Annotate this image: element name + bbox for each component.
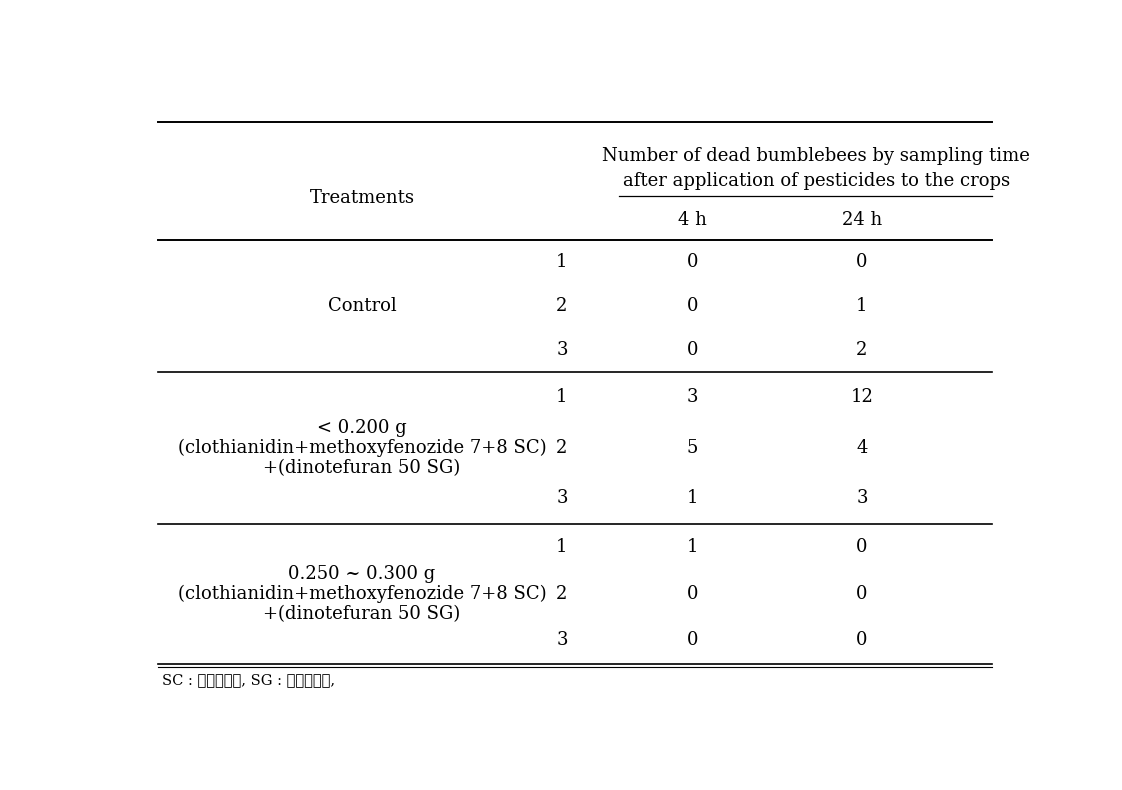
Text: 2: 2 xyxy=(856,340,867,359)
Text: 12: 12 xyxy=(850,388,873,406)
Text: 24 h: 24 h xyxy=(842,210,882,228)
Text: 4 h: 4 h xyxy=(678,210,707,228)
Text: 0: 0 xyxy=(856,253,867,271)
Text: 2: 2 xyxy=(557,438,568,457)
Text: 0: 0 xyxy=(687,585,698,603)
Text: 1: 1 xyxy=(687,538,698,556)
Text: Treatments: Treatments xyxy=(310,190,414,207)
Text: 0: 0 xyxy=(687,253,698,271)
Text: 1: 1 xyxy=(856,296,867,314)
Text: 1: 1 xyxy=(557,538,568,556)
Text: SC : 액상수화제, SG : 입상수용제,: SC : 액상수화제, SG : 입상수용제, xyxy=(162,673,335,687)
Text: 0: 0 xyxy=(687,340,698,359)
Text: 4: 4 xyxy=(856,438,867,457)
Text: +(dinotefuran 50 SG): +(dinotefuran 50 SG) xyxy=(264,459,461,476)
Text: 3: 3 xyxy=(557,489,568,507)
Text: 0: 0 xyxy=(687,631,698,649)
Text: (clothianidin+methoxyfenozide 7+8 SC): (clothianidin+methoxyfenozide 7+8 SC) xyxy=(177,585,546,603)
Text: 3: 3 xyxy=(856,489,867,507)
Text: 1: 1 xyxy=(557,253,568,271)
Text: Control: Control xyxy=(328,296,396,314)
Text: 3: 3 xyxy=(687,388,698,406)
Text: 0: 0 xyxy=(856,631,867,649)
Text: < 0.200 g: < 0.200 g xyxy=(318,419,407,437)
Text: 2: 2 xyxy=(557,585,568,603)
Text: 3: 3 xyxy=(557,631,568,649)
Text: 2: 2 xyxy=(557,296,568,314)
Text: +(dinotefuran 50 SG): +(dinotefuran 50 SG) xyxy=(264,604,461,623)
Text: Number of dead bumblebees by sampling time: Number of dead bumblebees by sampling ti… xyxy=(603,147,1030,164)
Text: 0: 0 xyxy=(856,538,867,556)
Text: 0.250 ~ 0.300 g: 0.250 ~ 0.300 g xyxy=(288,565,435,582)
Text: 5: 5 xyxy=(687,438,698,457)
Text: 0: 0 xyxy=(856,585,867,603)
Text: 1: 1 xyxy=(557,388,568,406)
Text: after application of pesticides to the crops: after application of pesticides to the c… xyxy=(623,172,1010,190)
Text: 1: 1 xyxy=(687,489,698,507)
Text: 3: 3 xyxy=(557,340,568,359)
Text: (clothianidin+methoxyfenozide 7+8 SC): (clothianidin+methoxyfenozide 7+8 SC) xyxy=(177,438,546,457)
Text: 0: 0 xyxy=(687,296,698,314)
